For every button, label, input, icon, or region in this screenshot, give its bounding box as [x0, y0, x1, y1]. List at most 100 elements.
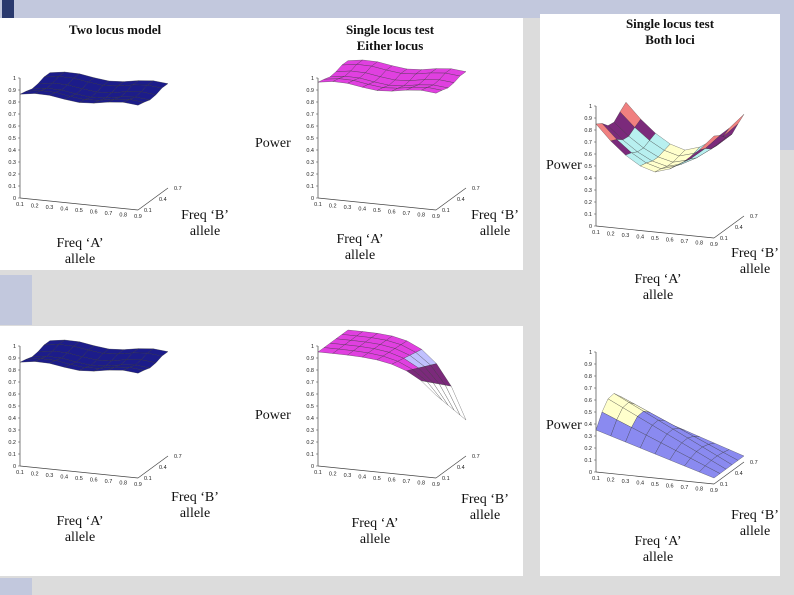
x-tick-label: 0.1 — [16, 470, 24, 476]
panel-right: Single locus test Both loci 0 0.1 0.2 0.3 0.… — [540, 14, 780, 576]
z-tick-label: 0 — [311, 196, 314, 202]
y-tick-label: 0.4 — [735, 225, 743, 231]
title-either-line2: Either locus — [356, 38, 424, 53]
z-tick-label: 0.5 — [306, 404, 314, 410]
z-tick-label: 1 — [13, 76, 16, 82]
z-tick-label: 0.3 — [8, 160, 16, 166]
z-tick-label: 0.9 — [584, 116, 592, 122]
x-tick-label: 0.8 — [417, 481, 425, 487]
y-tick-label: 0.7 — [472, 454, 480, 460]
x-tick-label: 0.5 — [373, 476, 381, 482]
x-tick-label: 0.4 — [60, 475, 68, 481]
z-tick-label: 0.9 — [584, 362, 592, 368]
chart-single-either-top: 00.10.20.30.40.50.60.70.80.910.1 0.2 0.3 0.… — [306, 59, 480, 220]
y-tick-label: 0.4 — [159, 465, 167, 471]
power-label-either-top: Power — [255, 136, 291, 151]
freq-b-label-3: Freq ‘B’ allele — [171, 490, 219, 521]
x-tick-label: 0.8 — [695, 487, 703, 493]
z-tick-label: 1 — [311, 344, 314, 350]
surface-patch — [420, 87, 443, 94]
x-tick-label: 0.4 — [358, 475, 366, 481]
x-tick-label: 0.5 — [75, 476, 83, 482]
z-tick-label: 0.6 — [584, 152, 592, 158]
title-both-line1: Single locus test — [625, 16, 715, 31]
x-tick-label: 0.2 — [31, 204, 39, 210]
y-tick-label: 0.7 — [750, 214, 758, 220]
freq-a-label-4: Freq ‘A’ allele — [351, 516, 399, 547]
top-band — [0, 0, 794, 18]
y-tick-label: 0.1 — [720, 482, 728, 488]
z-tick-label: 1 — [589, 350, 592, 356]
freq-a-label-2: Freq ‘A’ allele — [336, 232, 384, 263]
z-tick-label: 0.5 — [8, 404, 16, 410]
z-tick-label: 0.5 — [584, 410, 592, 416]
x-tick-label: 0.3 — [46, 473, 54, 479]
x-tick-label: 0.3 — [344, 473, 352, 479]
corner-block — [2, 0, 14, 18]
z-tick-label: 0.9 — [306, 88, 314, 94]
left-band-bottom — [0, 578, 32, 595]
x-tick-label: 0.7 — [105, 479, 113, 485]
z-tick-label: 0.2 — [8, 172, 16, 178]
y-axis — [137, 187, 169, 211]
z-tick-label: 0.8 — [306, 368, 314, 374]
y-axis — [435, 455, 467, 479]
x-tick-label: 0.9 — [134, 214, 142, 220]
x-tick-label: 0.1 — [16, 202, 24, 208]
x-tick-label: 0.5 — [373, 208, 381, 214]
x-axis — [19, 197, 139, 211]
z-tick-label: 1 — [13, 344, 16, 350]
x-tick-label: 0.8 — [119, 481, 127, 487]
x-tick-label: 0.7 — [105, 211, 113, 217]
title-both-line2: Both loci — [645, 32, 695, 47]
z-tick-label: 0.4 — [584, 422, 592, 428]
z-tick-label: 0.9 — [306, 356, 314, 362]
chart-area-right: 00.10.20.30.40.50.60.70.80.910.1 0.2 0.3 0.… — [584, 101, 758, 494]
x-tick-label: 0.1 — [592, 476, 600, 482]
x-tick-label: 0.2 — [607, 478, 615, 484]
z-tick-label: 0 — [13, 464, 16, 470]
z-tick-label: 0.9 — [8, 88, 16, 94]
z-tick-label: 0.7 — [306, 112, 314, 118]
z-tick-label: 0.7 — [584, 140, 592, 146]
surface-patch — [420, 380, 443, 401]
y-axis — [435, 187, 467, 211]
x-tick-label: 0.3 — [46, 205, 54, 211]
x-tick-label: 0.4 — [636, 235, 644, 241]
z-tick-label: 0.2 — [306, 172, 314, 178]
chart-single-either-bottom: 00.10.20.30.40.50.60.70.80.910.1 0.2 0.3 0.… — [306, 329, 480, 488]
z-tick-label: 0.7 — [584, 386, 592, 392]
z-tick-label: 0.6 — [584, 398, 592, 404]
x-tick-label: 0.9 — [710, 488, 718, 494]
right-band — [780, 0, 794, 150]
x-tick-label: 0.6 — [666, 484, 674, 490]
x-axis — [317, 197, 437, 211]
x-tick-label: 0.2 — [329, 472, 337, 478]
x-tick-label: 0.6 — [388, 478, 396, 484]
x-tick-label: 0.4 — [60, 207, 68, 213]
z-tick-label: 0.5 — [8, 136, 16, 142]
z-tick-label: 0.3 — [8, 428, 16, 434]
z-tick-label: 0.1 — [8, 184, 16, 190]
power-label-either-bottom: Power — [255, 408, 291, 423]
freq-a-label-1: Freq ‘A’ allele — [56, 236, 104, 267]
x-tick-label: 0.5 — [651, 236, 659, 242]
z-tick-label: 0.7 — [8, 380, 16, 386]
surface-patch — [698, 465, 721, 479]
x-tick-label: 0.7 — [403, 479, 411, 485]
x-tick-label: 0.9 — [432, 482, 440, 488]
x-tick-label: 0.8 — [695, 241, 703, 247]
z-tick-label: 0.1 — [8, 452, 16, 458]
y-axis — [137, 455, 169, 479]
chart-single-both-bottom: 00.10.20.30.40.50.60.70.80.910.1 0.2 0.3 0.… — [584, 350, 757, 494]
x-tick-label: 0.2 — [31, 472, 39, 478]
y-tick-label: 0.4 — [735, 471, 743, 477]
z-tick-label: 0 — [589, 470, 592, 476]
freq-a-label-5: Freq ‘A’ allele — [634, 272, 682, 303]
z-tick-label: 0.8 — [306, 100, 314, 106]
panel-bottom-left: 0 0.1 0.2 0.3 0.4 0.5 0.6 0.7 0.8 0.9 1 0.1 0.2 0.3 0.… — [0, 326, 523, 576]
x-tick-label: 0.6 — [666, 238, 674, 244]
z-tick-label: 0.3 — [584, 188, 592, 194]
chart-area-bottom-left: 00.10.20.30.40.50.60.70.80.910.1 0.2 0.3 0.… — [8, 329, 480, 488]
x-tick-label: 0.2 — [607, 232, 615, 238]
